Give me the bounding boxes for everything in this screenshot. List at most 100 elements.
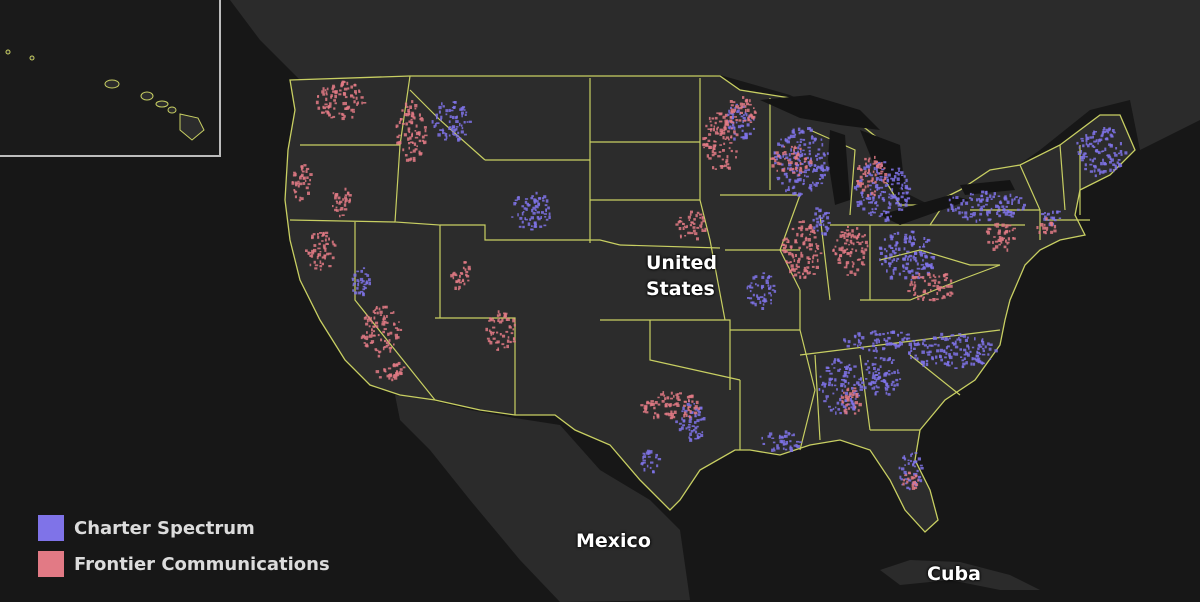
frontier-coverage-dot [728, 147, 731, 150]
frontier-coverage-dot [331, 86, 336, 89]
frontier-coverage-dot [864, 170, 867, 172]
charter-coverage-dot [826, 212, 830, 214]
charter-coverage-dot [787, 167, 789, 170]
frontier-coverage-dot [692, 229, 696, 233]
charter-coverage-dot [915, 460, 918, 463]
frontier-coverage-dot [811, 265, 815, 268]
frontier-coverage-dot [814, 250, 817, 253]
frontier-coverage-dot [806, 266, 810, 269]
frontier-coverage-dot [366, 319, 369, 323]
frontier-coverage-dot [874, 173, 877, 177]
frontier-coverage-dot [786, 241, 790, 243]
charter-coverage-dot [956, 338, 959, 341]
frontier-coverage-dot [848, 243, 850, 246]
frontier-coverage-dot [319, 260, 322, 264]
charter-coverage-dot [863, 166, 867, 170]
charter-coverage-dot [978, 198, 981, 201]
charter-coverage-dot [901, 483, 903, 486]
charter-coverage-dot [791, 130, 795, 134]
frontier-coverage-dot [421, 135, 425, 139]
charter-coverage-dot [892, 272, 895, 275]
charter-coverage-dot [881, 168, 885, 171]
charter-coverage-dot [820, 182, 824, 185]
charter-coverage-dot [452, 101, 456, 103]
charter-coverage-dot [682, 406, 685, 411]
charter-coverage-dot [874, 370, 878, 373]
charter-coverage-dot [854, 335, 857, 339]
mexico-land [395, 395, 690, 602]
charter-coverage-dot [860, 346, 863, 349]
charter-coverage-dot [820, 138, 823, 141]
charter-coverage-dot [907, 459, 910, 462]
charter-coverage-dot [908, 254, 912, 258]
charter-coverage-dot [802, 149, 805, 152]
frontier-coverage-dot [689, 410, 692, 414]
charter-coverage-dot [885, 250, 888, 253]
frontier-coverage-dot [859, 184, 862, 188]
frontier-coverage-dot [728, 166, 731, 170]
frontier-coverage-dot [719, 144, 722, 146]
charter-coverage-dot [850, 400, 854, 404]
charter-coverage-dot [840, 402, 844, 406]
charter-coverage-dot [950, 206, 954, 210]
charter-coverage-dot [911, 274, 914, 277]
charter-coverage-dot [910, 278, 913, 281]
frontier-coverage-dot [412, 115, 415, 119]
frontier-coverage-dot [946, 293, 949, 296]
charter-coverage-dot [823, 384, 826, 388]
charter-coverage-dot [986, 196, 989, 201]
charter-coverage-dot [816, 166, 818, 170]
charter-coverage-dot [841, 379, 844, 381]
charter-coverage-dot [770, 299, 772, 302]
frontier-coverage-dot [696, 237, 699, 241]
charter-coverage-dot [967, 336, 969, 339]
charter-coverage-dot [783, 439, 785, 443]
frontier-coverage-dot [314, 267, 318, 270]
charter-coverage-dot [898, 253, 901, 256]
charter-coverage-dot [1107, 155, 1112, 159]
charter-coverage-dot [917, 277, 921, 280]
charter-coverage-dot [828, 370, 831, 372]
charter-coverage-dot [530, 197, 534, 200]
charter-coverage-dot [986, 212, 989, 215]
charter-coverage-dot [914, 342, 918, 347]
frontier-coverage-dot [1003, 245, 1007, 249]
charter-coverage-dot [779, 434, 781, 438]
frontier-coverage-dot [323, 247, 327, 250]
frontier-coverage-dot [334, 102, 337, 105]
charter-coverage-dot [886, 385, 890, 389]
charter-coverage-dot [875, 385, 878, 388]
frontier-coverage-dot [834, 245, 837, 248]
frontier-coverage-dot [294, 195, 297, 199]
frontier-coverage-dot [665, 412, 669, 416]
frontier-coverage-dot [332, 192, 335, 195]
frontier-coverage-dot [300, 197, 304, 201]
frontier-coverage-dot [713, 151, 717, 155]
frontier-coverage-dot [815, 243, 818, 245]
frontier-coverage-dot [372, 325, 376, 328]
frontier-coverage-dot [749, 99, 751, 103]
charter-coverage-dot [768, 292, 772, 295]
frontier-coverage-dot [413, 142, 417, 146]
charter-coverage-dot [529, 218, 532, 221]
frontier-coverage-dot [352, 96, 355, 99]
charter-coverage-dot [897, 344, 900, 347]
charter-coverage-dot [988, 210, 991, 214]
charter-coverage-dot [910, 356, 912, 360]
frontier-coverage-dot [729, 116, 732, 119]
charter-coverage-dot [802, 182, 805, 185]
charter-coverage-dot [465, 111, 468, 114]
charter-coverage-dot [1046, 213, 1049, 216]
frontier-coverage-dot [684, 225, 686, 228]
charter-coverage-dot [459, 122, 461, 127]
charter-coverage-dot [452, 115, 455, 120]
frontier-coverage-dot [332, 243, 336, 246]
charter-coverage-dot [914, 465, 916, 468]
charter-coverage-dot [884, 218, 887, 223]
frontier-coverage-dot [855, 392, 858, 395]
charter-coverage-dot [793, 156, 796, 159]
frontier-coverage-dot [350, 108, 353, 112]
frontier-coverage-dot [396, 135, 400, 139]
frontier-coverage-dot [815, 254, 819, 257]
charter-coverage-dot [1016, 208, 1020, 211]
